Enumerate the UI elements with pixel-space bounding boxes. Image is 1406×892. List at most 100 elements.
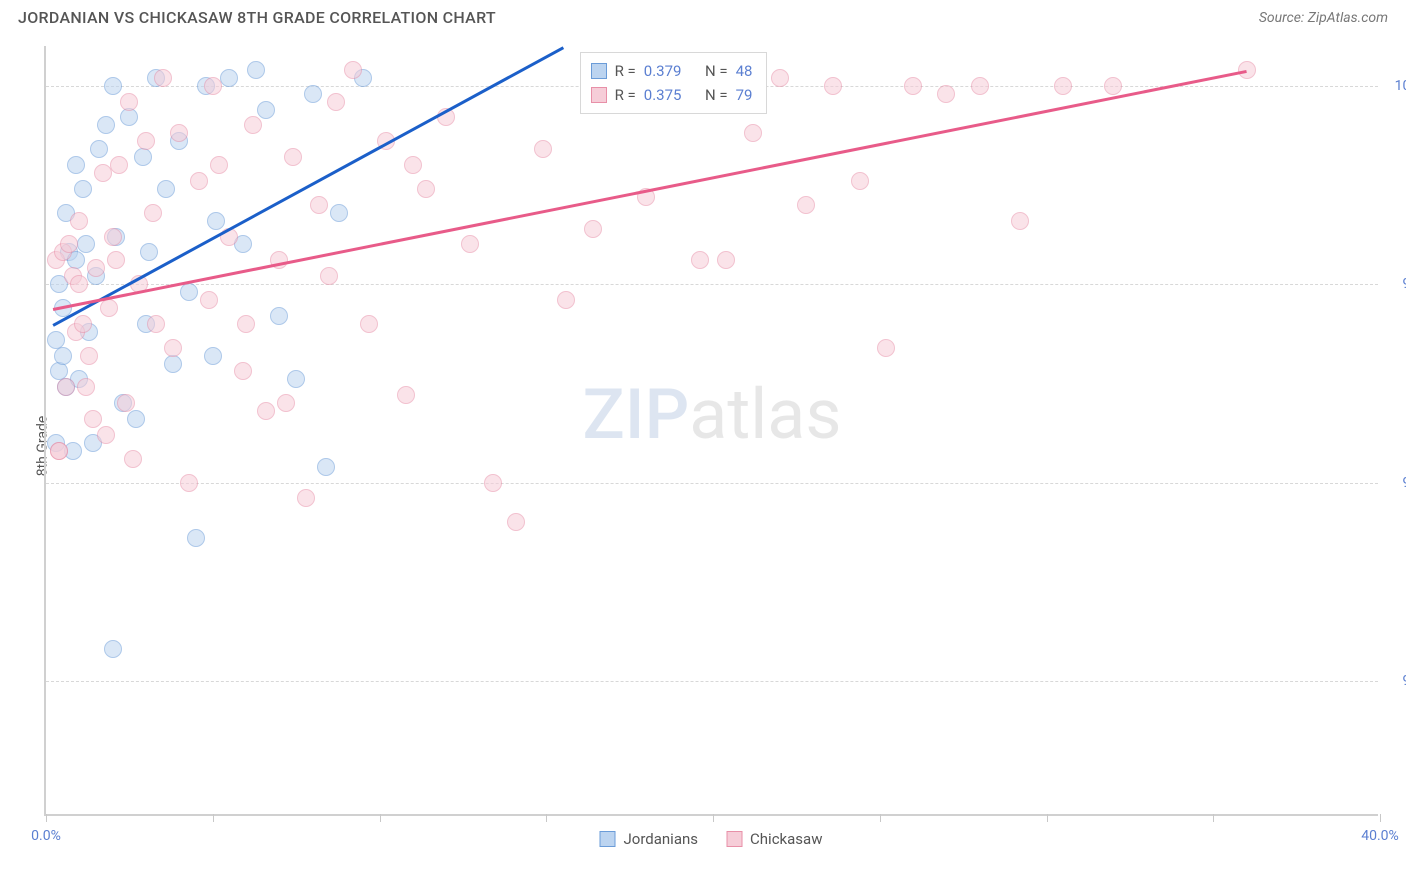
scatter-point [277, 394, 295, 412]
scatter-point [1054, 77, 1072, 95]
scatter-point [771, 69, 789, 87]
legend-bottom: Jordanians Chickasaw [600, 830, 823, 848]
scatter-point [317, 458, 335, 476]
scatter-point [237, 315, 255, 333]
scatter-point [717, 251, 735, 269]
scatter-point [344, 61, 362, 79]
scatter-point [207, 212, 225, 230]
scatter-point [851, 172, 869, 190]
xtick [1380, 814, 1381, 822]
chart-title: JORDANIAN VS CHICKASAW 8TH GRADE CORRELA… [18, 8, 496, 27]
scatter-point [1104, 77, 1122, 95]
scatter-point [50, 442, 68, 460]
scatter-point [270, 307, 288, 325]
scatter-point [80, 347, 98, 365]
n-label: N = [705, 59, 728, 83]
stat-row: R = 0.375 N = 79 [591, 83, 753, 107]
scatter-point [87, 259, 105, 277]
scatter-point [137, 132, 155, 150]
scatter-point [77, 378, 95, 396]
scatter-point [120, 108, 138, 126]
xtick [46, 814, 47, 822]
legend-swatch [591, 87, 607, 103]
legend-item: Jordanians [600, 830, 699, 848]
plot-wrap: ZIPatlas 92.5%95.0%97.5%100.0%0.0%40.0%R… [44, 46, 1378, 816]
r-label: R = [615, 59, 636, 83]
scatter-point [144, 204, 162, 222]
scatter-point [797, 196, 815, 214]
scatter-point [320, 267, 338, 285]
scatter-point [287, 370, 305, 388]
scatter-point [67, 156, 85, 174]
scatter-point [97, 116, 115, 134]
scatter-point [877, 339, 895, 357]
n-label: N = [705, 83, 728, 107]
watermark-atlas: atlas [689, 374, 841, 456]
scatter-point [557, 291, 575, 309]
r-label: R = [615, 83, 636, 107]
scatter-point [507, 513, 525, 531]
scatter-point [104, 640, 122, 658]
scatter-point [360, 315, 378, 333]
scatter-point [304, 85, 322, 103]
scatter-point [127, 410, 145, 428]
scatter-point [84, 410, 102, 428]
scatter-point [54, 347, 72, 365]
scatter-point [297, 489, 315, 507]
scatter-point [100, 299, 118, 317]
plot-area: ZIPatlas 92.5%95.0%97.5%100.0%0.0%40.0%R… [44, 46, 1378, 816]
n-value: 79 [736, 83, 753, 107]
xtick [380, 814, 381, 822]
scatter-point [330, 204, 348, 222]
scatter-point [124, 450, 142, 468]
scatter-point [180, 474, 198, 492]
gridline [46, 483, 1378, 484]
r-value: 0.375 [644, 83, 682, 107]
scatter-point [70, 212, 88, 230]
xtick [1213, 814, 1214, 822]
scatter-point [397, 386, 415, 404]
gridline [46, 284, 1378, 285]
scatter-point [147, 315, 165, 333]
scatter-point [190, 172, 208, 190]
scatter-point [234, 362, 252, 380]
scatter-point [170, 124, 188, 142]
scatter-point [417, 180, 435, 198]
scatter-point [97, 426, 115, 444]
xtick [546, 814, 547, 822]
scatter-point [134, 148, 152, 166]
ytick-label: 100.0% [1395, 78, 1406, 94]
scatter-point [404, 156, 422, 174]
xtick [880, 814, 881, 822]
scatter-point [107, 251, 125, 269]
scatter-point [824, 77, 842, 95]
scatter-point [74, 315, 92, 333]
scatter-point [257, 402, 275, 420]
gridline [46, 681, 1378, 682]
legend-item: Chickasaw [726, 830, 822, 848]
scatter-point [164, 355, 182, 373]
scatter-point [284, 148, 302, 166]
xtick-label: 0.0% [31, 828, 61, 844]
scatter-point [60, 235, 78, 253]
scatter-point [110, 156, 128, 174]
scatter-point [57, 378, 75, 396]
scatter-point [1011, 212, 1029, 230]
watermark-zip: ZIP [583, 374, 690, 456]
scatter-point [77, 235, 95, 253]
scatter-point [971, 77, 989, 95]
scatter-point [94, 164, 112, 182]
scatter-point [140, 243, 158, 261]
scatter-point [461, 235, 479, 253]
legend-swatch [726, 831, 742, 847]
scatter-point [74, 180, 92, 198]
scatter-point [104, 228, 122, 246]
stat-box: R =0.379 N =48R =0.375 N =79 [580, 52, 768, 114]
scatter-point [244, 116, 262, 134]
scatter-point [257, 101, 275, 119]
xtick [713, 814, 714, 822]
scatter-point [204, 77, 222, 95]
scatter-point [90, 140, 108, 158]
ytick-label: 97.5% [1402, 276, 1406, 292]
scatter-point [584, 220, 602, 238]
